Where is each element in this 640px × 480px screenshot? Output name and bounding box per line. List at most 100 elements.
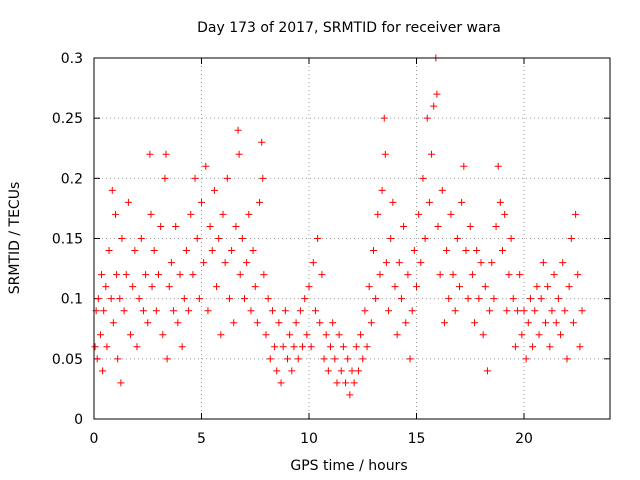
data-point [406, 355, 414, 363]
data-point [443, 247, 451, 255]
data-point [503, 307, 511, 315]
data-point [561, 307, 569, 315]
data-point [262, 331, 270, 339]
data-point [337, 367, 345, 375]
data-point [567, 235, 575, 242]
data-point [109, 319, 117, 327]
data-point [408, 307, 416, 315]
data-point [391, 283, 399, 291]
data-point [277, 379, 285, 387]
data-point [339, 343, 347, 351]
data-point [122, 271, 130, 279]
data-point [146, 150, 154, 158]
data-point [524, 319, 532, 327]
data-point [511, 343, 519, 351]
data-point [393, 331, 401, 339]
data-point [449, 271, 457, 279]
data-point [320, 355, 328, 363]
data-point [550, 271, 558, 279]
y-tick-label: 0.2 [61, 171, 83, 187]
data-point [451, 307, 459, 315]
data-point [548, 307, 556, 315]
data-point [421, 235, 429, 242]
data-point [404, 271, 412, 279]
data-point [363, 343, 371, 351]
data-point [436, 271, 444, 279]
data-point [137, 235, 145, 242]
data-point [116, 295, 124, 303]
data-point [518, 331, 526, 339]
data-point [185, 307, 193, 315]
data-point [264, 295, 272, 303]
data-point [440, 319, 448, 327]
data-point [342, 379, 350, 387]
data-point [198, 198, 205, 206]
data-point [376, 271, 384, 279]
data-point [129, 283, 137, 291]
data-point [174, 319, 182, 327]
data-point [210, 186, 218, 194]
data-point [460, 162, 468, 170]
data-point [380, 114, 388, 122]
data-point [94, 295, 102, 303]
data-point [458, 198, 466, 206]
data-point [354, 367, 362, 375]
data-point [329, 319, 337, 327]
data-point [546, 343, 554, 351]
data-point [520, 307, 528, 315]
data-point [93, 355, 101, 363]
data-point [127, 331, 135, 339]
data-point [382, 259, 390, 267]
data-point [370, 247, 377, 255]
data-point [113, 271, 121, 279]
data-point [486, 307, 494, 315]
data-point [322, 331, 330, 339]
data-point [462, 247, 470, 255]
data-point [235, 150, 243, 158]
data-point [150, 247, 158, 255]
data-point [230, 319, 238, 327]
data-point [144, 319, 152, 327]
data-point [253, 319, 261, 327]
data-point [288, 367, 296, 375]
data-point [423, 114, 431, 122]
data-point [473, 247, 481, 255]
data-point [483, 367, 491, 375]
data-point [539, 259, 547, 267]
data-point [419, 174, 427, 182]
data-point [124, 198, 132, 206]
plot-frame [93, 57, 611, 420]
data-point [361, 307, 369, 315]
y-tick-label: 0.15 [52, 232, 83, 248]
x-tick-label: 20 [515, 431, 533, 447]
data-point [221, 259, 229, 267]
data-point [256, 198, 264, 206]
data-point [182, 247, 190, 255]
data-point [251, 283, 259, 291]
data-point [118, 235, 126, 242]
data-point [344, 355, 352, 363]
data-point [241, 295, 248, 303]
data-point [456, 283, 463, 291]
data-point [268, 307, 276, 315]
data-point [195, 295, 203, 303]
data-point [108, 186, 116, 194]
data-point [296, 307, 304, 315]
data-point [170, 307, 178, 315]
data-point [275, 319, 283, 327]
data-point [191, 174, 199, 182]
data-point [385, 307, 393, 315]
axis-ticks: 0 5 10 15 20 0 0.05 0.1 0.15 0.2 0.25 0.3 [52, 51, 610, 447]
data-point [397, 295, 405, 303]
data-point [112, 210, 119, 218]
data-point [139, 307, 147, 315]
data-point [453, 235, 461, 242]
data-point [152, 307, 160, 315]
data-point [346, 391, 354, 399]
data-point [234, 126, 242, 134]
data-point [357, 331, 365, 339]
data-point [327, 343, 334, 351]
data-point [292, 319, 300, 327]
x-tick-label: 0 [90, 431, 99, 447]
data-point [367, 319, 375, 327]
